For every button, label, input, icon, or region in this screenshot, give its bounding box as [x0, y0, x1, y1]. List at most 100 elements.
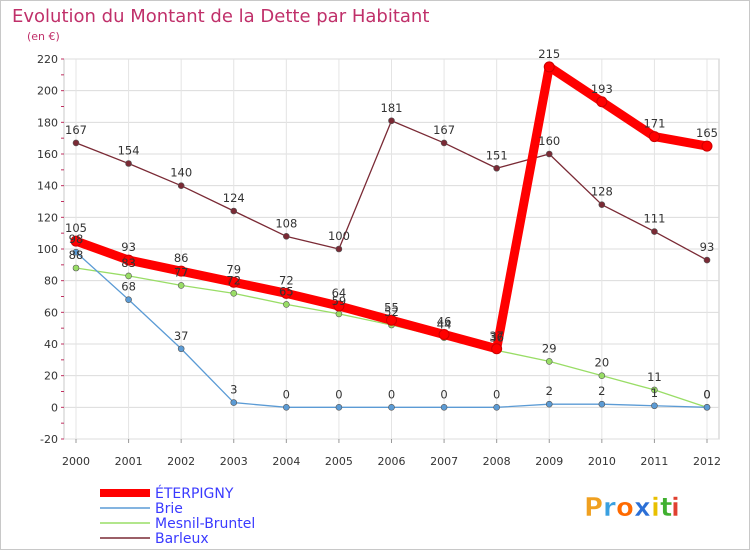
data-label: 181: [381, 101, 403, 115]
logo-letter: o: [616, 493, 634, 523]
y-axis: -20 0 20 40 60 80 100 120 140 160 180 200 220: [37, 53, 64, 446]
x-tick-label: 2000: [62, 455, 90, 468]
data-point: [177, 282, 185, 289]
data-point: [70, 235, 82, 247]
data-label: 0: [703, 387, 710, 401]
x-tick-label: 2010: [588, 455, 616, 468]
data-point: [283, 233, 290, 240]
data-label: 111: [643, 212, 665, 226]
data-label: 59: [332, 294, 347, 308]
data-point: [125, 296, 132, 303]
data-point: [388, 117, 395, 125]
y-tick-label: 40: [44, 338, 58, 351]
data-label: 46: [437, 315, 452, 329]
x-tick-label: 2009: [535, 455, 563, 468]
x-tick-label: 2012: [693, 455, 721, 468]
logo-letter: i: [651, 493, 660, 523]
data-label: 140: [170, 166, 192, 180]
data-label: 20: [595, 356, 610, 370]
data-point: [598, 400, 606, 408]
y-tick-label: 100: [37, 243, 58, 256]
y-tick-label: 220: [37, 53, 58, 66]
data-label: 0: [703, 387, 710, 401]
data-label: 93: [121, 240, 136, 254]
data-point: [228, 276, 240, 288]
data-point: [648, 131, 660, 143]
data-point: [283, 301, 290, 308]
data-label: 100: [328, 229, 350, 243]
data-label: 11: [647, 370, 662, 384]
data-label: 105: [65, 221, 87, 235]
x-axis: 2000 2001 2002 2003 2004 2005 2006 2007 2008 2009…: [62, 439, 721, 468]
y-tick-label: 180: [37, 116, 58, 129]
y-tick-label: 80: [44, 275, 58, 288]
x-tick-label: 2004: [272, 455, 300, 468]
data-point: [438, 329, 450, 340]
data-point: [651, 228, 658, 235]
data-label: 171: [643, 117, 665, 131]
data-label: 1: [651, 386, 658, 400]
data-point: [701, 140, 713, 152]
x-tick-label: 2005: [325, 455, 353, 468]
x-tick-label: 2001: [115, 455, 143, 468]
data-point: [440, 139, 448, 147]
data-point: [123, 254, 135, 266]
data-point: [543, 61, 555, 73]
logo-letter: t: [660, 493, 672, 523]
data-point: [651, 386, 658, 394]
y-tick-label: 140: [37, 180, 58, 193]
legend-label: ÉTERPIGNY: [155, 485, 234, 502]
data-label: 215: [538, 47, 560, 61]
data-label: 0: [335, 387, 342, 401]
data-label: 2: [546, 384, 553, 398]
x-tick-label: 2007: [430, 455, 458, 468]
x-tick-label: 2008: [483, 455, 511, 468]
data-label: 124: [223, 191, 245, 205]
chart-subtitle: (en €): [27, 30, 60, 43]
data-label: 44: [437, 318, 452, 332]
data-point: [230, 399, 238, 406]
series-layer: [70, 61, 713, 411]
data-label: 151: [486, 148, 508, 162]
data-point: [177, 345, 185, 353]
legend-label: Mesnil-Bruntel: [155, 516, 255, 532]
data-label: 77: [174, 265, 189, 279]
data-point: [493, 164, 500, 172]
data-point: [388, 404, 395, 411]
data-label: 86: [174, 251, 189, 265]
data-point: [72, 248, 80, 256]
data-label: 37: [174, 329, 189, 343]
data-point: [125, 272, 132, 280]
data-label: 65: [279, 284, 294, 298]
data-label: 0: [283, 387, 290, 401]
y-tick-label: 60: [44, 306, 58, 319]
data-label: 68: [121, 280, 136, 294]
data-label: 72: [226, 273, 241, 287]
data-label: 55: [384, 300, 399, 314]
data-point: [703, 404, 711, 411]
data-label: 128: [591, 185, 613, 199]
data-label: 37: [489, 329, 504, 343]
data-point: [545, 358, 553, 365]
data-point: [335, 404, 343, 411]
y-tick-label: 0: [51, 401, 58, 414]
data-label: 0: [440, 387, 447, 401]
data-point: [333, 300, 345, 312]
data-label: 3: [230, 383, 237, 397]
data-point: [175, 265, 187, 277]
data-label: 154: [118, 144, 140, 158]
data-point: [72, 264, 80, 272]
data-point: [230, 290, 238, 297]
x-tick-label: 2003: [220, 455, 248, 468]
data-label: 0: [388, 387, 395, 401]
data-point: [651, 402, 658, 410]
data-label: 108: [275, 216, 297, 230]
x-tick-label: 2002: [167, 455, 195, 468]
logo-letter: P: [584, 493, 603, 523]
data-label: 167: [65, 123, 87, 137]
data-point: [598, 372, 606, 379]
data-label: 72: [279, 273, 294, 287]
y-tick-label: 200: [37, 85, 58, 98]
